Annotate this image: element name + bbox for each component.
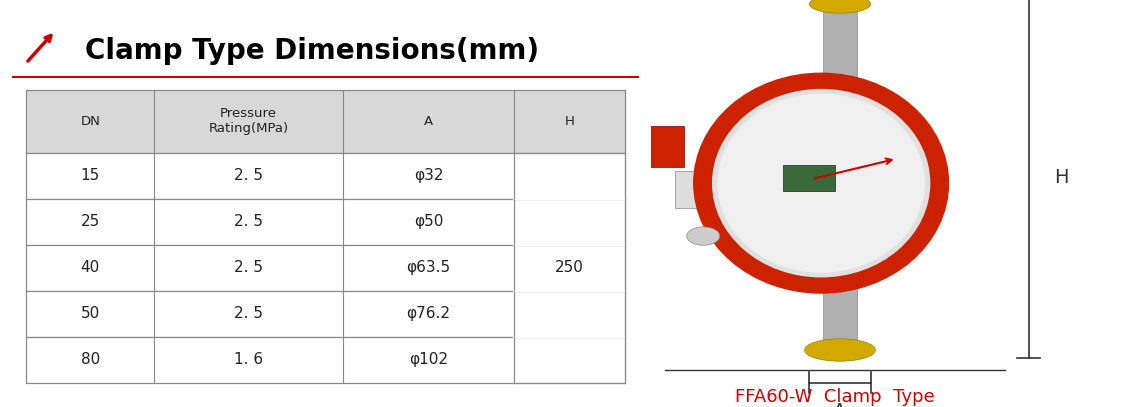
Text: A: A [833, 402, 847, 407]
Text: A: A [423, 115, 433, 127]
Bar [823, 4, 857, 77]
Text: 80: 80 [81, 352, 100, 367]
Text: φ32: φ32 [413, 168, 444, 183]
Circle shape [713, 90, 930, 277]
Text: 2. 5: 2. 5 [234, 260, 263, 275]
Text: Pressure
Rating(MPa): Pressure Rating(MPa) [209, 107, 289, 135]
Text: FFA60-W  Clamp  Type: FFA60-W Clamp Type [736, 388, 935, 406]
Text: φ63.5: φ63.5 [407, 260, 450, 275]
Bar [675, 171, 707, 208]
Circle shape [718, 94, 924, 272]
Text: 2. 5: 2. 5 [234, 306, 263, 321]
Ellipse shape [686, 227, 720, 245]
Text: φ76.2: φ76.2 [407, 306, 450, 321]
Bar [26, 90, 626, 153]
Bar [26, 153, 626, 199]
Text: DN: DN [81, 115, 100, 127]
Text: H: H [565, 115, 575, 127]
Text: 40: 40 [81, 260, 100, 275]
Text: 15: 15 [81, 168, 100, 183]
Bar [642, 126, 684, 167]
Ellipse shape [810, 0, 870, 13]
Bar [26, 199, 626, 245]
Ellipse shape [804, 339, 875, 361]
Text: 250: 250 [555, 260, 584, 275]
Text: Clamp Type Dimensions(mm): Clamp Type Dimensions(mm) [84, 37, 539, 65]
Text: 1. 6: 1. 6 [234, 352, 263, 367]
Text: 2. 5: 2. 5 [234, 168, 263, 183]
Text: 50: 50 [81, 306, 100, 321]
Circle shape [694, 73, 949, 293]
Text: 25: 25 [81, 214, 100, 229]
Text: 2. 5: 2. 5 [234, 214, 263, 229]
Text: φ50: φ50 [413, 214, 444, 229]
Text: φ102: φ102 [409, 352, 448, 367]
Bar [823, 289, 857, 350]
Bar [26, 337, 626, 383]
Bar [26, 245, 626, 291]
Bar [26, 291, 626, 337]
Bar [784, 165, 836, 191]
Text: H: H [1054, 168, 1069, 186]
